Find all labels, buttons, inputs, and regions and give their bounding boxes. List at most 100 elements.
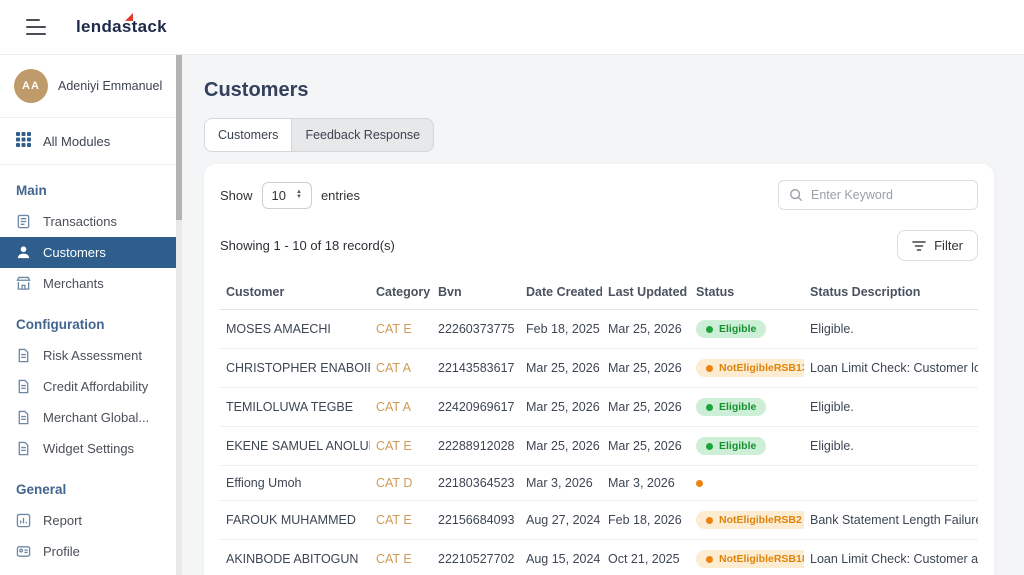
filter-button[interactable]: Filter [897,230,978,261]
sidebar-scrollbar[interactable] [176,55,182,575]
cell-last-updated: Mar 25, 2026 [602,310,690,349]
sidebar-item-customers[interactable]: Customers [0,237,176,268]
cell-category: CAT D [370,466,432,501]
cell-status: NotEligibleRSB13 [690,349,804,388]
report-chart-icon [16,513,31,528]
status-badge: Eligible [696,320,766,338]
sidebar-item-merchants[interactable]: Merchants [0,268,176,299]
chevron-updown-icon: ▲▼ [296,190,302,200]
status-dot-icon [706,326,713,333]
status-dot-icon [706,365,713,372]
sidebar-item-label: Transactions [43,214,117,229]
col-customer: Customer [220,275,370,310]
sidebar-item-transactions[interactable]: Transactions [0,206,176,237]
sidebar-item-label: Merchant Global... [43,410,149,425]
sidebar-section-main: Main [16,183,160,198]
app-logo[interactable]: lendastack [76,17,167,37]
sidebar-item-report[interactable]: Report [0,505,176,536]
tab-feedback-response[interactable]: Feedback Response [292,119,433,151]
table-row[interactable]: FAROUK MUHAMMED CAT E 22156684093 Aug 27… [220,501,978,540]
document-icon [16,410,31,425]
col-bvn: Bvn [432,275,520,310]
cell-status: Eligible [690,388,804,427]
cell-status: NotEligibleRSB18 [690,540,804,575]
document-icon [16,441,31,456]
cell-bvn: 22210527702 [432,540,520,575]
cell-customer: Effiong Umoh [220,466,370,501]
search-box[interactable] [778,180,978,210]
search-input[interactable] [811,188,967,202]
col-last-updated: Last Updated [602,275,690,310]
customers-table: Customer Category Bvn Date Created Last … [220,275,978,575]
search-icon [789,188,803,202]
user-profile[interactable]: AA Adeniyi Emmanuel Ad [0,55,176,118]
status-badge: NotEligibleRSB13 [696,359,804,377]
cell-last-updated: Oct 21, 2025 [602,540,690,575]
cell-status-description: Eligible. [804,427,978,466]
sidebar-item-label: Profile [43,544,80,559]
cell-customer: AKINBODE ABITOGUN [220,540,370,575]
cell-customer: CHRISTOPHER ENABOIFO [220,349,370,388]
cell-bvn: 22143583617 [432,349,520,388]
cell-status [690,466,804,501]
sidebar-item-label: Customers [43,245,106,260]
user-name: Adeniyi Emmanuel Ad [58,79,162,93]
sidebar-toggle-icon[interactable] [26,19,46,35]
status-badge: NotEligibleRSB2 [696,511,804,529]
page-title: Customers [204,79,994,102]
main-content: Customers Customers Feedback Response Sh… [182,55,1024,575]
sidebar-item-label: Merchants [43,276,104,291]
cell-last-updated: Mar 25, 2026 [602,427,690,466]
top-bar: lendastack [0,0,1024,55]
cell-status-description: Eligible. [804,388,978,427]
sidebar-item-profile[interactable]: Profile [0,536,176,567]
filter-icon [912,240,926,252]
sidebar-item-risk-assessment[interactable]: Risk Assessment [0,340,176,371]
cell-status-description: Loan Limit Check: Customer loan off [804,349,978,388]
cell-date-created: Mar 25, 2026 [520,427,602,466]
tab-customers[interactable]: Customers [205,119,292,151]
tab-bar: Customers Feedback Response [204,118,434,152]
col-date-created: Date Created [520,275,602,310]
cell-category: CAT E [370,501,432,540]
col-status: Status [690,275,804,310]
status-badge: Eligible [696,398,766,416]
cell-bvn: 22288912028 [432,427,520,466]
sidebar-section-configuration: Configuration [16,317,160,332]
sidebar-section-general: General [16,482,160,497]
sidebar-item-merchant-global[interactable]: Merchant Global... [0,402,176,433]
table-row[interactable]: TEMILOLUWA TEGBE CAT A 22420969617 Mar 2… [220,388,978,427]
cell-status-description: Eligible. [804,310,978,349]
cell-date-created: Mar 25, 2026 [520,349,602,388]
cell-category: CAT E [370,427,432,466]
cell-bvn: 22156684093 [432,501,520,540]
sidebar-item-widget-settings[interactable]: Widget Settings [0,433,176,464]
cell-category: CAT E [370,540,432,575]
col-category: Category [370,275,432,310]
sidebar-item-label: Report [43,513,82,528]
cell-status-description [804,466,978,501]
sidebar-item-credit-affordability[interactable]: Credit Affordability [0,371,176,402]
scrollbar-thumb[interactable] [176,55,182,220]
grid-icon [16,132,31,150]
sidebar-item-label: All Modules [43,134,110,149]
cell-date-created: Feb 18, 2025 [520,310,602,349]
cell-category: CAT A [370,349,432,388]
cell-last-updated: Mar 3, 2026 [602,466,690,501]
table-row[interactable]: EKENE SAMUEL ANOLUE CAT E 22288912028 Ma… [220,427,978,466]
page-size-select[interactable]: 10 ▲▼ [262,182,312,209]
cell-customer: FAROUK MUHAMMED [220,501,370,540]
cell-status-description: Bank Statement Length Failure: Cust [804,501,978,540]
table-row[interactable]: CHRISTOPHER ENABOIFO CAT A 22143583617 M… [220,349,978,388]
storefront-icon [16,276,31,291]
cell-bvn: 22260373775 [432,310,520,349]
table-row[interactable]: MOSES AMAECHI CAT E 22260373775 Feb 18, … [220,310,978,349]
cell-customer: MOSES AMAECHI [220,310,370,349]
table-row[interactable]: Effiong Umoh CAT D 22180364523 Mar 3, 20… [220,466,978,501]
table-row[interactable]: AKINBODE ABITOGUN CAT E 22210527702 Aug … [220,540,978,575]
sidebar-item-all-modules[interactable]: All Modules [0,118,176,165]
sidebar-item-label: Risk Assessment [43,348,142,363]
status-dot-icon [706,556,713,563]
status-dot-icon [706,404,713,411]
cell-last-updated: Mar 25, 2026 [602,349,690,388]
